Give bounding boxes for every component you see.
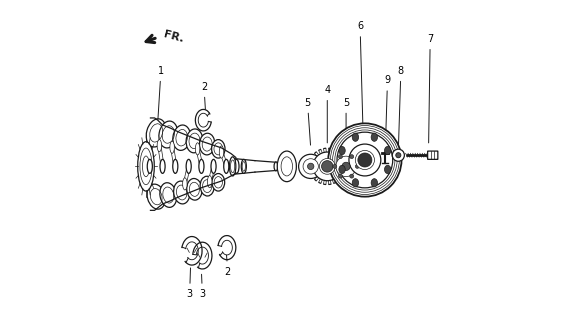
Ellipse shape	[183, 178, 187, 190]
Text: 5: 5	[343, 98, 349, 141]
Ellipse shape	[211, 159, 216, 173]
Ellipse shape	[242, 162, 245, 171]
Circle shape	[396, 153, 401, 158]
Ellipse shape	[195, 143, 200, 155]
Ellipse shape	[170, 141, 175, 153]
Text: 2: 2	[201, 82, 207, 109]
Ellipse shape	[234, 159, 239, 173]
Ellipse shape	[385, 147, 391, 155]
Ellipse shape	[299, 154, 323, 179]
Circle shape	[356, 164, 360, 168]
Ellipse shape	[339, 165, 345, 173]
Ellipse shape	[281, 157, 292, 176]
Circle shape	[339, 155, 342, 159]
Ellipse shape	[186, 129, 203, 153]
Ellipse shape	[224, 159, 229, 173]
Circle shape	[358, 153, 372, 167]
Ellipse shape	[146, 119, 166, 147]
Ellipse shape	[385, 165, 391, 173]
Ellipse shape	[303, 159, 318, 174]
Text: 3: 3	[200, 274, 205, 299]
Circle shape	[356, 150, 375, 170]
Ellipse shape	[352, 133, 358, 141]
Circle shape	[321, 161, 333, 172]
Ellipse shape	[199, 159, 204, 173]
Ellipse shape	[200, 176, 214, 196]
Ellipse shape	[200, 133, 215, 155]
Circle shape	[333, 164, 337, 168]
Ellipse shape	[187, 179, 202, 200]
Circle shape	[350, 155, 354, 159]
Ellipse shape	[173, 125, 190, 150]
Circle shape	[328, 123, 401, 197]
Text: 9: 9	[385, 75, 390, 148]
Ellipse shape	[157, 140, 162, 152]
Circle shape	[320, 158, 335, 174]
Ellipse shape	[231, 160, 235, 173]
Ellipse shape	[212, 173, 224, 191]
Ellipse shape	[329, 150, 362, 183]
Ellipse shape	[274, 162, 278, 171]
Ellipse shape	[143, 156, 150, 177]
Ellipse shape	[173, 181, 190, 204]
Ellipse shape	[371, 179, 378, 187]
Ellipse shape	[159, 121, 177, 148]
Text: 8: 8	[398, 66, 404, 148]
Circle shape	[313, 152, 342, 181]
Ellipse shape	[137, 142, 154, 191]
Circle shape	[359, 155, 371, 165]
Circle shape	[350, 174, 354, 178]
Ellipse shape	[140, 148, 152, 185]
Ellipse shape	[219, 146, 224, 158]
Text: 6: 6	[357, 21, 365, 194]
Text: 3: 3	[187, 268, 193, 299]
Ellipse shape	[186, 159, 191, 173]
Ellipse shape	[241, 159, 246, 173]
Circle shape	[392, 149, 404, 161]
Ellipse shape	[371, 133, 378, 141]
Ellipse shape	[307, 163, 314, 170]
Ellipse shape	[277, 151, 296, 182]
Circle shape	[339, 174, 342, 178]
Ellipse shape	[352, 179, 358, 187]
Circle shape	[342, 162, 350, 171]
Ellipse shape	[160, 159, 165, 173]
Ellipse shape	[160, 183, 177, 207]
Ellipse shape	[147, 159, 153, 173]
Text: 2: 2	[224, 255, 231, 276]
Ellipse shape	[339, 147, 345, 155]
Ellipse shape	[212, 140, 225, 158]
Ellipse shape	[230, 157, 236, 176]
Ellipse shape	[147, 184, 165, 209]
Text: FR.: FR.	[162, 29, 184, 44]
Text: 5: 5	[304, 98, 311, 145]
Ellipse shape	[208, 176, 212, 188]
Text: 4: 4	[324, 85, 331, 143]
Circle shape	[349, 144, 381, 176]
Text: 7: 7	[427, 34, 433, 143]
FancyBboxPatch shape	[427, 151, 438, 159]
Text: 1: 1	[158, 66, 164, 119]
Ellipse shape	[173, 159, 178, 173]
Ellipse shape	[336, 156, 356, 177]
